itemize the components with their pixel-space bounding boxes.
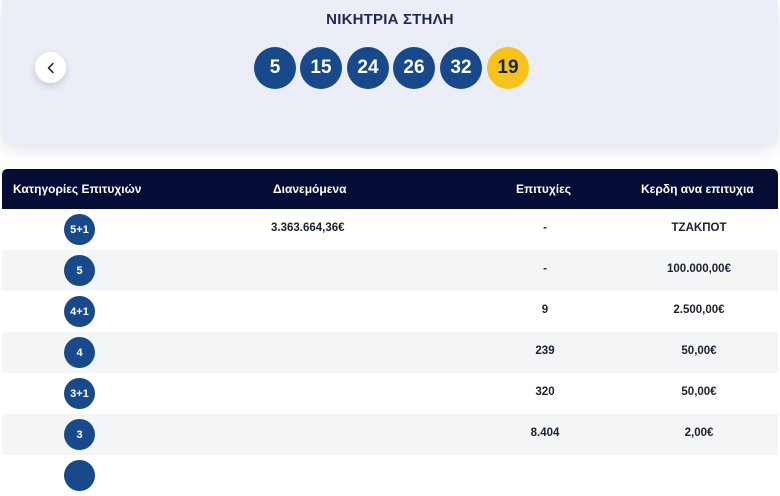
number-ball: 26 <box>393 47 435 89</box>
category-badge: 3 <box>64 419 95 450</box>
winning-line-title: ΝΙΚΗΤΡΙΑ ΣΤΗΛΗ <box>326 11 454 28</box>
prize-table: Κατηγορίες Επιτυχιών Διανεμόμενα Επιτυχί… <box>2 169 778 496</box>
table-row: 3+1 320 50,00€ <box>2 373 778 414</box>
prize-per-winner: 2.500,00€ <box>673 304 725 316</box>
previous-draw-button[interactable] <box>35 52 66 83</box>
number-ball: 5 <box>254 47 296 89</box>
winners-count: - <box>543 222 547 234</box>
winners-count: 239 <box>535 345 555 357</box>
winners-count: 8.404 <box>530 427 560 439</box>
joker-ball: 19 <box>487 47 529 89</box>
table-row: 3 8.404 2,00€ <box>2 414 778 455</box>
table-row: 5+1 3.363.664,36€ - ΤΖΑΚΠΟΤ <box>2 209 778 250</box>
number-ball: 32 <box>440 47 482 89</box>
table-row <box>2 455 778 496</box>
category-badge: 5 <box>64 255 95 286</box>
category-badge: 4 <box>64 337 95 368</box>
category-badge: 3+1 <box>64 378 95 409</box>
number-ball: 15 <box>300 47 342 89</box>
column-header-prize: Κερδη ανα επιτυχια <box>641 182 754 196</box>
column-header-category: Κατηγορίες Επιτυχιών <box>13 182 142 196</box>
prize-per-winner: 50,00€ <box>681 345 717 357</box>
distributed-amount: 3.363.664,36€ <box>271 222 345 234</box>
table-row: 4+1 9 2.500,00€ <box>2 291 778 332</box>
table-header: Κατηγορίες Επιτυχιών Διανεμόμενα Επιτυχί… <box>2 169 778 209</box>
column-header-winners: Επιτυχίες <box>516 182 572 196</box>
winners-count: - <box>543 263 547 275</box>
table-row: 4 239 50,00€ <box>2 332 778 373</box>
table-row: 5 - 100.000,00€ <box>2 250 778 291</box>
category-badge <box>64 460 95 491</box>
prize-per-winner: 2,00€ <box>684 427 714 439</box>
winners-count: 9 <box>541 304 549 316</box>
chevron-left-icon <box>47 62 54 73</box>
prize-per-winner: 100.000,00€ <box>667 263 731 275</box>
prize-per-winner: ΤΖΑΚΠΟΤ <box>671 222 727 234</box>
winners-count: 320 <box>535 386 555 398</box>
winning-numbers-card: ΝΙΚΗΤΡΙΑ ΣΤΗΛΗ 5 15 24 26 32 19 <box>2 0 778 144</box>
column-header-distributed: Διανεμόμενα <box>273 182 347 196</box>
category-badge: 5+1 <box>64 214 95 245</box>
prize-per-winner: 50,00€ <box>681 386 717 398</box>
number-ball: 24 <box>347 47 389 89</box>
category-badge: 4+1 <box>64 296 95 327</box>
